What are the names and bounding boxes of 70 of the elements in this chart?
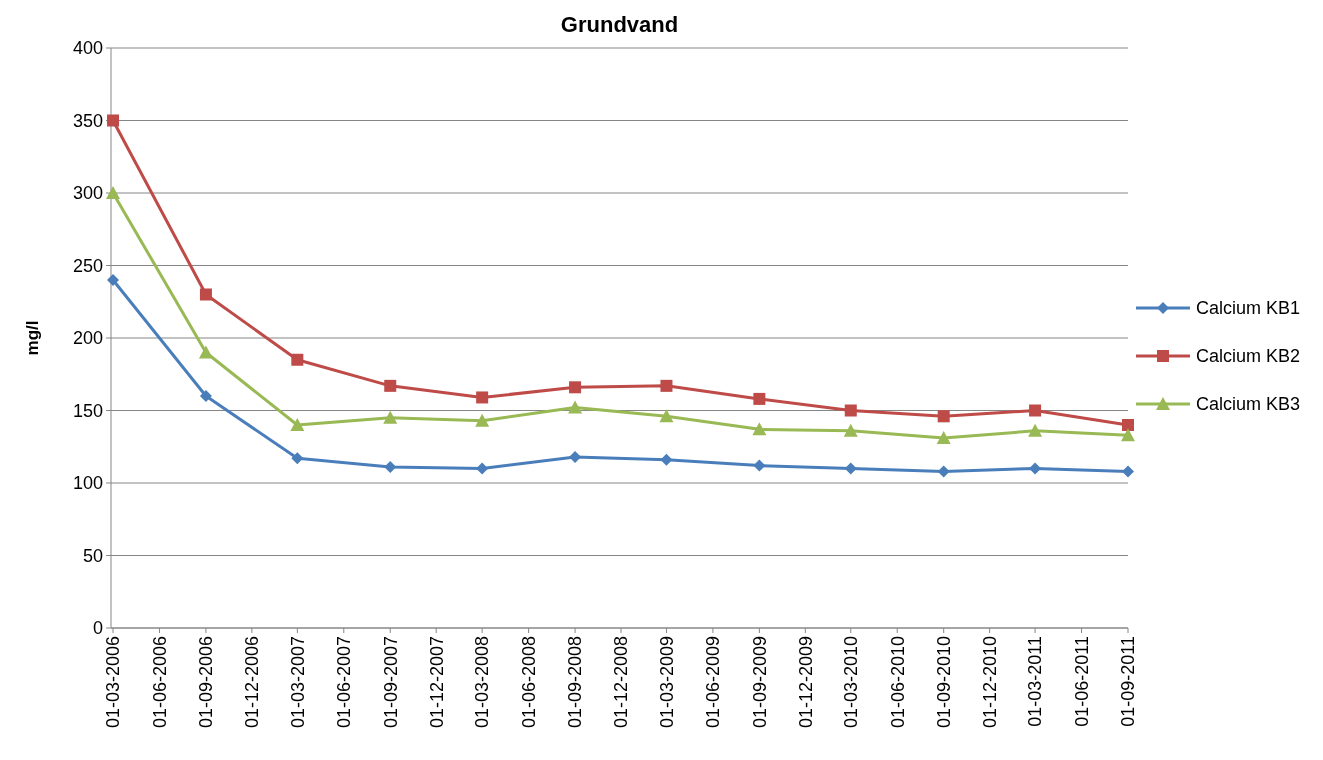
point (383, 410, 398, 424)
point (107, 274, 120, 286)
point (569, 381, 582, 394)
x-tick-label: 01-03-2010 (841, 636, 862, 729)
x-tick-label: 01-09-2011 (1118, 636, 1139, 727)
y-tick-label: 400 (72, 38, 103, 59)
x-tick-label: 01-06-2008 (518, 636, 539, 729)
point (1122, 419, 1134, 431)
point (844, 404, 857, 417)
x-tick-label: 01-12-2009 (795, 636, 816, 729)
x-tick-label: 01-03-2007 (287, 636, 308, 729)
legend-label: Calcium KB2 (1196, 346, 1301, 367)
y-tick-label: 350 (72, 110, 103, 131)
x-tick-label: 01-03-2011 (1025, 636, 1046, 727)
point (476, 462, 489, 475)
point (844, 462, 857, 475)
y-tick-label: 200 (72, 328, 103, 349)
point (1122, 465, 1134, 478)
point (290, 418, 305, 431)
y-tick-label: 250 (72, 255, 103, 276)
point (660, 453, 673, 466)
chart-title: Grundvand (560, 12, 679, 37)
point (106, 186, 121, 199)
point (936, 431, 951, 445)
point (384, 379, 397, 392)
point (659, 409, 674, 423)
point (937, 410, 950, 423)
x-tick-label: 01-03-2009 (656, 636, 677, 729)
point (1028, 423, 1043, 437)
point (937, 465, 950, 478)
x-tick-label: 01-06-2006 (149, 636, 170, 729)
x-tick-label: 01-12-2010 (979, 636, 1000, 729)
y-tick-label: 100 (72, 473, 103, 494)
x-tick-label: 01-03-2008 (472, 636, 493, 729)
x-tick-label: 01-12-2006 (242, 636, 263, 729)
legend-label: Calcium KB1 (1196, 298, 1301, 319)
point (843, 423, 858, 437)
x-tick-label: 01-12-2007 (426, 636, 447, 729)
legend-label: Calcium KB3 (1196, 394, 1301, 415)
point (291, 452, 304, 465)
y-tick-label: 50 (82, 545, 103, 566)
point (291, 353, 304, 366)
y-tick-label: 300 (72, 183, 103, 204)
y-tick-label: 150 (72, 400, 103, 421)
point (1029, 404, 1042, 417)
point (753, 392, 766, 405)
point (198, 345, 213, 359)
x-tick-label: 01-09-2010 (933, 636, 954, 729)
x-tick-label: 01-06-2007 (334, 636, 355, 729)
point (1121, 428, 1135, 442)
point (476, 391, 489, 404)
point (660, 379, 673, 392)
point (199, 288, 212, 301)
x-tick-label: 01-09-2008 (565, 636, 586, 729)
x-tick-label: 01-06-2011 (1071, 636, 1092, 727)
x-tick-label: 01-06-2010 (887, 636, 908, 729)
point (475, 413, 490, 427)
point (107, 114, 120, 127)
x-tick-label: 01-09-2007 (380, 636, 401, 729)
point (753, 459, 766, 472)
y-tick-label: 0 (92, 618, 103, 639)
x-tick-label: 01-12-2008 (611, 636, 632, 729)
point (752, 422, 767, 436)
point (199, 390, 212, 402)
point (568, 400, 583, 414)
x-tick-label: 01-06-2009 (703, 636, 724, 729)
y-axis-title: mg/l (23, 320, 42, 356)
x-tick-label: 01-09-2009 (749, 636, 770, 729)
x-tick-label: 01-03-2006 (103, 636, 124, 729)
x-tick-label: 01-09-2006 (196, 636, 217, 729)
